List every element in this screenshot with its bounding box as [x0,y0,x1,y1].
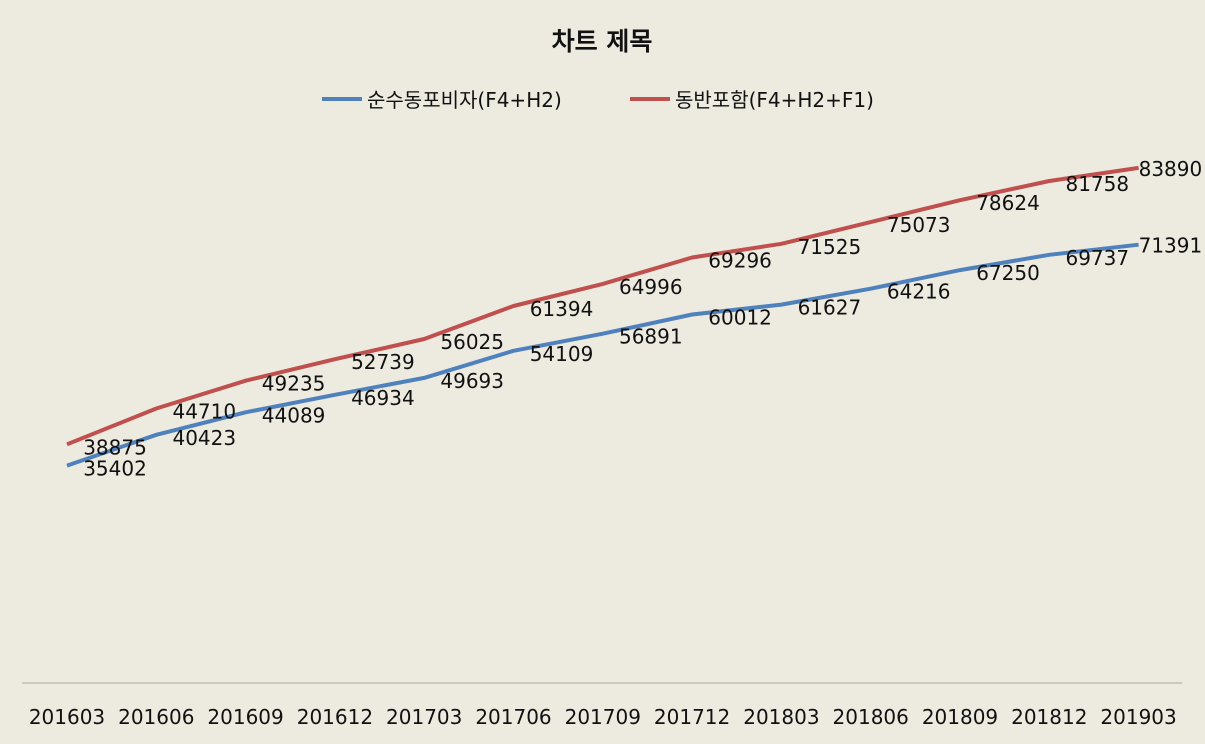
data-label-series-2: 81758 [1065,172,1129,196]
x-tick-label: 201706 [475,705,551,729]
x-tick-label: 201806 [833,705,909,729]
legend-label-series-1: 순수동포비자(F4+H2) [367,88,562,112]
data-label-series-2: 38875 [83,435,147,459]
data-label-series-1: 61627 [798,296,862,320]
x-tick-label: 201809 [922,705,998,729]
data-label-series-1: 71391 [1139,234,1203,258]
legend: 순수동포비자(F4+H2) 동반포함(F4+H2+F1) [322,88,874,112]
x-tick-label: 201703 [386,705,462,729]
x-tick-label: 201709 [565,705,641,729]
x-tick-label: 201606 [118,705,194,729]
x-tick-label: 201812 [1011,705,1087,729]
x-tick-label: 201903 [1100,705,1176,729]
data-label-series-1: 67250 [976,261,1040,285]
data-label-series-1: 44089 [262,403,326,427]
data-label-series-1: 69737 [1065,246,1129,270]
data-label-series-1: 60012 [708,306,772,330]
data-labels: 35402 40423 44089 46934 49693 54109 56891 60012… [83,157,1202,481]
series-lines [66,165,1139,468]
data-label-series-2: 71525 [798,235,862,259]
data-label-series-1: 49693 [440,369,504,393]
data-label-series-1: 46934 [351,386,415,410]
data-label-series-2: 83890 [1139,157,1203,181]
data-label-series-2: 49235 [262,372,326,396]
data-label-series-1: 54109 [530,342,594,366]
legend-label-series-2: 동반포함(F4+H2+F1) [675,88,874,112]
data-label-series-1: 40423 [172,426,236,450]
data-label-series-2: 75073 [887,213,951,237]
data-label-series-2: 61394 [530,297,594,321]
x-tick-label: 201609 [207,705,283,729]
chart-title: 차트 제목 [552,27,653,56]
series-line-2 [66,165,1139,447]
data-label-series-1: 56891 [619,325,683,349]
data-label-series-2: 64996 [619,275,683,299]
data-label-series-2: 78624 [976,191,1040,215]
data-label-series-2: 44710 [172,399,236,423]
x-axis-ticks: 201603 201606 201609 201612 201703 201706 2017… [29,705,1177,729]
data-label-series-1: 64216 [887,280,951,304]
series-line-1 [66,242,1139,468]
x-tick-label: 201803 [743,705,819,729]
x-tick-label: 201603 [29,705,105,729]
data-label-series-2: 69296 [708,249,772,273]
data-label-series-2: 56025 [440,330,504,354]
x-tick-label: 201712 [654,705,730,729]
x-tick-label: 201612 [297,705,373,729]
data-label-series-1: 35402 [83,457,147,481]
data-label-series-2: 52739 [351,350,415,374]
